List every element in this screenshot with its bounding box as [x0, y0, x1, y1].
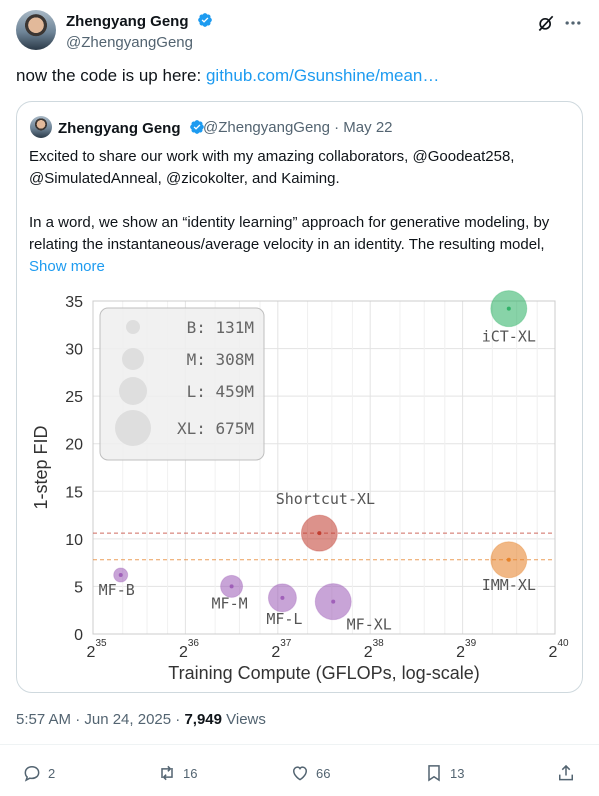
tweet-text: now the code is up here: github.com/Gsun…	[16, 66, 439, 86]
quoted-author-name[interactable]: Zhengyang Geng	[58, 120, 181, 137]
more-options-icon[interactable]	[563, 13, 583, 33]
point-label: Shortcut-XL	[276, 490, 375, 508]
data-point-center	[229, 584, 234, 589]
repost-button[interactable]: 16	[157, 762, 197, 784]
grok-icon[interactable]	[536, 13, 556, 33]
point-label: iCT-XL	[482, 328, 536, 346]
quoted-text: Excited to share our work with my amazin…	[29, 146, 574, 278]
y-tick-label: 30	[65, 342, 83, 359]
y-tick-label: 15	[65, 484, 83, 501]
quoted-line: In a word, we show an “identity learning…	[29, 214, 550, 231]
data-point-center	[118, 573, 123, 578]
y-axis-label: 1-step FID	[31, 425, 51, 509]
size-legend: B: 131M M: 308M L: 459M XL: 675M	[99, 307, 265, 461]
legend-marker	[115, 410, 151, 446]
fid-compute-chart: B: 131M M: 308M L: 459M XL: 675M MF-B MF-M MF-…	[31, 290, 569, 683]
legend-label: XL: 675M	[177, 419, 254, 438]
avatar[interactable]	[16, 10, 56, 50]
like-button[interactable]: 66	[290, 762, 330, 784]
point-label: MF-L	[266, 610, 302, 628]
data-point-center	[331, 599, 336, 604]
y-tick-label: 10	[65, 532, 83, 549]
x-tick-base: 2	[364, 644, 373, 661]
share-icon	[559, 764, 573, 781]
data-point-center	[506, 306, 511, 311]
legend-label: M: 308M	[187, 350, 254, 369]
x-tick-exponent: 37	[280, 638, 292, 649]
point-label: MF-XL	[347, 616, 392, 634]
views-label: Views	[221, 711, 266, 728]
repost-icon	[161, 765, 173, 781]
x-tick-exponent: 40	[557, 638, 569, 649]
author-handle[interactable]: @ZhengyangGeng	[66, 34, 193, 51]
legend-marker	[119, 377, 147, 405]
quoted-meta[interactable]: @ZhengyangGeng · May 22	[203, 119, 393, 136]
tweet-text-prefix: now the code is up here:	[16, 66, 206, 85]
point-label: MF-B	[99, 581, 135, 599]
reply-button[interactable]: 2	[22, 762, 55, 784]
point-label: IMM-XL	[482, 576, 536, 594]
x-tick-base: 2	[271, 644, 280, 661]
quoted-line: @SimulatedAnneal, @zicokolter, and Kaimi…	[29, 170, 340, 187]
share-button[interactable]	[556, 762, 576, 784]
views-count: 7,949	[184, 711, 222, 728]
y-tick-label: 35	[65, 294, 83, 311]
x-tick-base: 2	[179, 644, 188, 661]
x-tick-exponent: 39	[465, 638, 477, 649]
divider	[0, 744, 599, 745]
verified-badge-icon	[197, 13, 212, 27]
heart-icon	[292, 766, 308, 781]
data-point-center	[280, 595, 285, 600]
timestamp[interactable]: 5:57 AM · Jun 24, 2025 ·	[16, 711, 185, 728]
y-tick-label: 25	[65, 389, 83, 406]
x-axis-label: Training Compute (GFLOPs, log-scale)	[168, 663, 479, 683]
author-name-row: Zhengyang Geng	[66, 12, 213, 30]
y-tick-label: 0	[74, 627, 83, 644]
quoted-author-name-row: Zhengyang Geng	[58, 119, 205, 137]
bookmark-button[interactable]: 13	[424, 762, 464, 784]
quoted-line: Excited to share our work with my amazin…	[29, 148, 515, 165]
data-point-center	[506, 557, 511, 562]
x-tick-exponent: 35	[95, 638, 107, 649]
legend-marker	[126, 320, 140, 334]
reply-count: 2	[48, 765, 56, 781]
x-tick-base: 2	[87, 644, 96, 661]
show-more-link[interactable]: Show more	[29, 258, 105, 275]
y-tick-label: 5	[74, 579, 83, 596]
y-tick-label: 20	[65, 437, 83, 454]
legend-label: L: 459M	[187, 382, 254, 401]
data-point-center	[317, 531, 322, 536]
bookmark-icon	[428, 765, 440, 782]
like-count: 66	[316, 765, 331, 781]
point-label: MF-M	[212, 594, 248, 612]
quoted-tweet[interactable]: Zhengyang Geng @ZhengyangGeng · May 22 E…	[16, 101, 583, 693]
x-tick-exponent: 38	[373, 638, 385, 649]
plot-frame	[92, 300, 556, 635]
quoted-line: relating the instantaneous/average veloc…	[29, 236, 545, 253]
author-name[interactable]: Zhengyang Geng	[66, 13, 189, 30]
code-link[interactable]: github.com/Gsunshine/mean…	[205, 66, 440, 85]
quoted-avatar[interactable]	[30, 116, 52, 138]
x-tick-exponent: 36	[188, 638, 200, 649]
quoted-verified-badge-icon	[189, 120, 204, 134]
bookmark-count: 13	[450, 765, 465, 781]
timestamp-line: 5:57 AM · Jun 24, 2025 · 7,949 Views	[16, 711, 266, 728]
legend-label: B: 131M	[187, 318, 254, 337]
x-tick-base: 2	[549, 644, 558, 661]
reply-icon	[24, 765, 40, 782]
x-tick-base: 2	[456, 644, 465, 661]
legend-marker	[122, 348, 144, 370]
repost-count: 16	[183, 765, 198, 781]
